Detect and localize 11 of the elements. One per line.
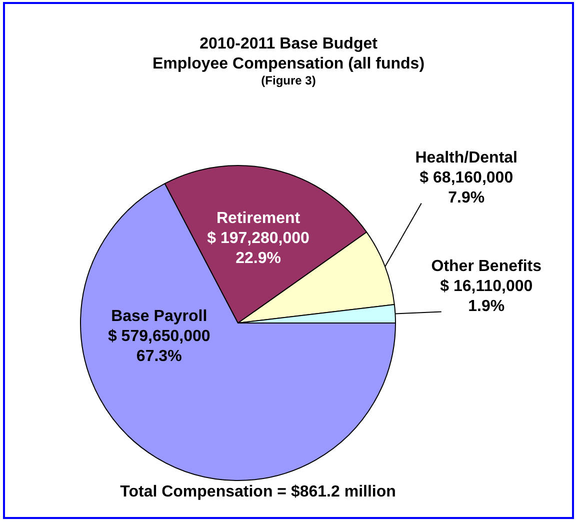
data-label: $ 579,650,000 67.3% bbox=[108, 328, 210, 365]
text: Total Compensation = $861.2 million bbox=[120, 483, 396, 500]
slice-label: Health/Dental bbox=[415, 150, 518, 167]
slice-label: Retirement bbox=[216, 210, 301, 228]
data-label: $ 68,160,000 7.9% bbox=[420, 170, 514, 207]
slice-label: Base Payroll bbox=[111, 308, 208, 325]
chart-subtitle: (Figure 3) bbox=[261, 73, 316, 88]
slice-label: Other Benefits bbox=[431, 258, 542, 276]
chart-title: 2010-2011 Base Budget Employee Compensation (all funds) bbox=[152, 35, 425, 72]
data-label: $ 197,280,000 22.9% bbox=[207, 230, 310, 268]
data-label: $ 16,110,000 1.9% bbox=[440, 278, 533, 316]
